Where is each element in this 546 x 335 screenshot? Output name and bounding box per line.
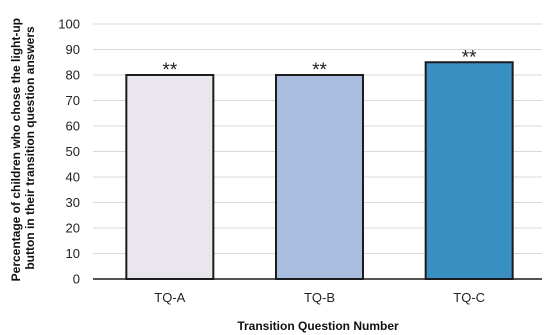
y-tick-label: 0 bbox=[73, 272, 80, 287]
bars bbox=[125, 61, 514, 280]
x-tick-labels: TQ-A TQ-B TQ-C bbox=[154, 290, 485, 305]
x-tick-label: TQ-B bbox=[304, 290, 335, 305]
y-tick-label: 50 bbox=[66, 144, 80, 159]
bar-annotations: ** ** ** bbox=[162, 47, 477, 81]
bar-tq-b bbox=[275, 74, 364, 280]
bar-tq-c bbox=[424, 61, 514, 280]
significance-annotation: ** bbox=[162, 60, 177, 81]
y-axis-title: Percentage of children who chose the lig… bbox=[9, 15, 37, 282]
y-axis-title-line-1: Percentage of children who chose the lig… bbox=[9, 18, 23, 281]
y-tick-label: 30 bbox=[66, 195, 80, 210]
y-tick-label: 60 bbox=[66, 119, 80, 134]
y-tick-label: 70 bbox=[66, 93, 80, 108]
x-tick-label: TQ-C bbox=[453, 290, 485, 305]
significance-annotation: ** bbox=[462, 47, 477, 68]
y-tick-label: 80 bbox=[66, 68, 80, 83]
bar-tq-a bbox=[125, 74, 215, 280]
y-tick-label: 20 bbox=[66, 221, 80, 236]
y-tick-label: 90 bbox=[66, 42, 80, 57]
y-tick-label: 100 bbox=[58, 17, 80, 32]
y-tick-labels: 0 10 20 30 40 50 60 70 80 90 100 bbox=[58, 17, 80, 287]
significance-annotation: ** bbox=[312, 60, 327, 81]
x-axis-title: Transition Question Number bbox=[237, 319, 399, 333]
y-tick-label: 40 bbox=[66, 170, 80, 185]
y-tick-label: 10 bbox=[66, 246, 80, 261]
y-axis-title-line-2: button in their transition question answ… bbox=[23, 26, 37, 270]
x-tick-label: TQ-A bbox=[154, 290, 185, 305]
